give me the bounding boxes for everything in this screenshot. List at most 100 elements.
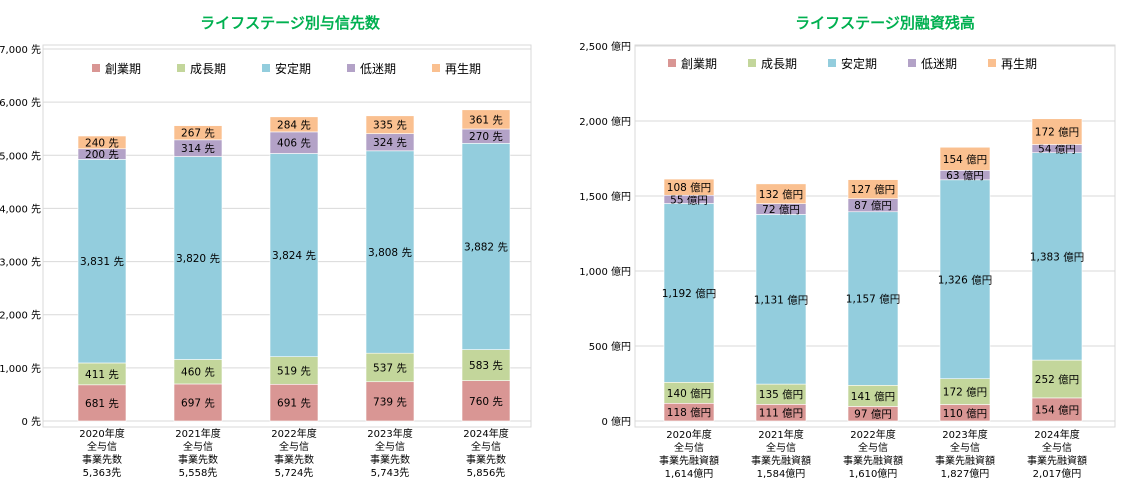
legend-label-growth: 成長期 [761,57,797,71]
bar-segment-stable [461,143,511,350]
category-label: 2021年度 [758,428,803,441]
chart-2-title: ライフステージ別融資残高 [795,14,975,32]
data-label-stable: 3,831 先 [80,256,124,268]
data-label-growth: 537 先 [373,362,407,374]
category-label: 1,614億円 [665,467,714,480]
category-label: 1,827億円 [941,467,990,480]
bar-segment-growth [1031,359,1083,399]
category-label: 事業先数 [370,453,410,466]
bar-segment-regen [77,135,127,150]
chart-1-ytick-label: 7,000 先 [0,44,41,56]
chart-1-ytick-label: 3,000 先 [0,257,41,269]
chart-1-ytick-label: 5,000 先 [0,150,41,162]
category-label: 事業先数 [178,453,218,466]
data-label-regen: 127 億円 [851,183,895,196]
bar-segment-start [173,383,223,422]
category-label: 1,610億円 [849,467,898,480]
data-label-start: 681 先 [85,398,119,410]
data-label-growth: 141 億円 [851,390,895,403]
data-label-stable: 1,383 億円 [1030,250,1084,263]
bar-segment-stable [269,153,319,357]
category-label: 全与信 [471,440,501,453]
bar-segment-growth [365,352,415,383]
category-label: 事業先数 [274,453,314,466]
data-label-start: 691 先 [277,398,311,410]
data-label-start: 111 億円 [759,407,803,420]
chart-2-ytick-label: 0 億円 [601,415,631,428]
chart-2-ytick-label: 2,500 億円 [579,40,631,53]
bar-segment-growth [939,378,991,405]
legend-label-start: 創業期 [681,57,717,71]
data-label-decline: 324 先 [373,137,407,149]
chart-2-plot: 0 億円 500 億円 1,000 億円 1,500 億円 2,000 億円 2,500 … [579,40,1115,480]
bar-segment-growth [461,349,511,381]
data-label-decline: 55 億円 [670,193,708,206]
chart-1-plot: 0 先 1,000 先 2,000 先 3,000 先 4,000 先 5,000 先 6,… [0,44,531,479]
bar-segment-stable [365,150,415,354]
data-label-stable: 3,820 先 [176,253,220,265]
bar-segment-stable [663,203,715,383]
bar-segment-regen [663,178,715,196]
category-label: 全与信 [279,440,309,453]
bar-segment-start [461,380,511,422]
category-label: 2023年度 [367,427,412,440]
bar-segment-stable [847,211,899,386]
data-label-decline: 270 先 [469,131,503,143]
bar-segment-regen [847,179,899,199]
data-label-regen: 132 億円 [759,188,803,201]
data-label-growth: 583 先 [469,360,503,372]
legend-swatch-start [668,59,676,67]
legend-swatch-growth [748,59,756,67]
data-label-start: 739 先 [373,396,407,408]
data-label-growth: 135 億円 [759,388,803,401]
category-label: 2020年度 [666,428,711,441]
data-label-stable: 1,326 億円 [938,273,992,286]
data-label-decline: 87 億円 [854,199,892,212]
data-label-stable: 3,808 先 [368,247,412,259]
legend-swatch-regen [988,59,996,67]
category-label: 事業先数 [466,453,506,466]
category-label: 事業先融資額 [751,454,811,467]
data-label-start: 760 先 [469,396,503,408]
category-label: 5,724先 [275,467,314,479]
bar-segment-regen [939,146,991,171]
category-label: 2022年度 [271,427,316,440]
data-label-decline: 63 億円 [946,169,984,182]
data-label-decline: 72 億円 [762,203,800,216]
bar-segment-start [77,384,127,422]
bar-segment-stable [173,156,223,360]
data-label-start: 118 億円 [667,406,711,419]
bar-segment-start [269,383,319,422]
category-label: 1,584億円 [757,467,806,480]
data-label-growth: 411 先 [85,369,119,381]
chart-1-ytick-label: 0 先 [21,416,41,428]
data-label-start: 697 先 [181,397,215,409]
legend-swatch-decline [908,59,916,67]
category-label: 事業先融資額 [935,454,995,467]
data-label-decline: 54 億円 [1038,143,1076,156]
category-label: 事業先融資額 [659,454,719,467]
legend-swatch-growth [177,64,185,72]
bar-segment-stable [77,159,127,364]
chart-1-ytick-label: 6,000 先 [0,97,41,109]
data-label-start: 110 億円 [943,407,987,420]
category-label: 全与信 [766,441,796,454]
category-label: 5,363先 [83,467,122,479]
legend-label-regen: 再生期 [1001,57,1037,71]
legend-swatch-stable [262,64,270,72]
data-label-regen: 267 先 [181,128,215,140]
data-label-stable: 3,824 先 [272,250,316,262]
legend-label-start: 創業期 [105,62,141,76]
data-label-start: 97 億円 [854,408,892,421]
legend-swatch-decline [347,64,355,72]
data-label-decline: 406 先 [277,138,311,150]
legend-swatch-stable [828,59,836,67]
legend-label-decline: 低迷期 [360,62,396,76]
category-label: 2023年度 [942,428,987,441]
bar-segment-regen [755,183,807,204]
category-label: 5,856先 [467,467,506,479]
data-label-regen: 172 億円 [1035,126,1079,139]
category-label: 事業先融資額 [843,454,903,467]
chart-2-ytick-label: 500 億円 [589,340,631,353]
category-label: 2,017億円 [1033,467,1082,480]
